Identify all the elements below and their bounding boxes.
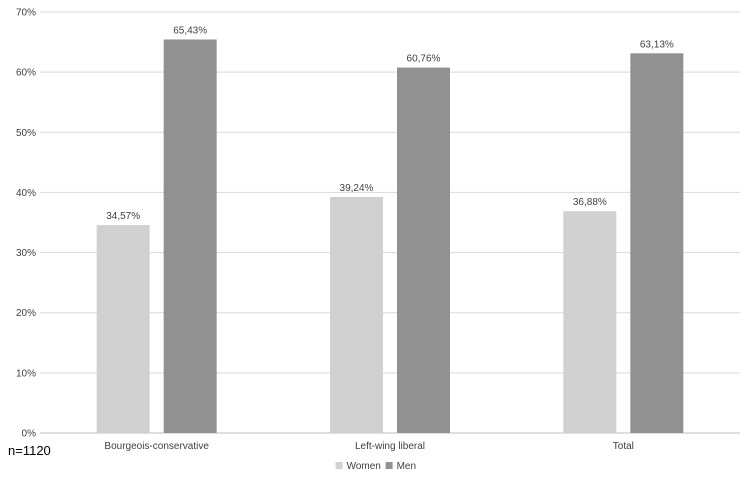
y-tick-label: 70%	[16, 8, 36, 19]
bar-men-2	[397, 67, 450, 434]
legend: Women Men	[335, 461, 416, 472]
bar-women-1	[96, 225, 150, 433]
y-tick-label: 0%	[22, 429, 37, 440]
legend-swatch-women	[335, 462, 343, 469]
bar-men-3	[630, 53, 684, 433]
data-labels: 34,57% 65,43% 39,24% 60,76% 36,88% 63,13%	[106, 25, 674, 222]
y-tick-label: 60%	[16, 68, 36, 79]
gridlines	[40, 11, 740, 434]
data-label: 65,43%	[173, 25, 207, 36]
y-axis: 0% 10% 20% 30% 40% 50% 60% 70%	[16, 8, 36, 440]
sample-size-note: n=1120	[8, 443, 51, 458]
data-label: 34,57%	[106, 211, 140, 222]
x-tick-label: Left-wing liberal	[355, 441, 425, 452]
x-tick-label: Bourgeois-conservative	[104, 441, 209, 452]
bar-men-1	[163, 39, 217, 433]
bar-women-3	[563, 211, 617, 433]
y-tick-label: 40%	[16, 188, 36, 199]
x-axis: Bourgeois-conservative Left-wing liberal T…	[104, 441, 633, 452]
x-tick-label: Total	[613, 441, 634, 452]
legend-label-women: Women	[347, 461, 381, 472]
data-label: 36,88%	[573, 197, 607, 208]
y-tick-label: 20%	[16, 308, 36, 319]
bars	[96, 39, 684, 434]
legend-label-men: Men	[397, 461, 416, 472]
data-label: 39,24%	[340, 183, 374, 194]
bar-women-2	[330, 196, 383, 433]
legend-swatch-men	[385, 462, 393, 469]
data-label: 63,13%	[640, 39, 674, 50]
data-label: 60,76%	[407, 54, 441, 65]
y-tick-label: 10%	[16, 368, 36, 379]
y-tick-label: 30%	[16, 248, 36, 259]
y-tick-label: 50%	[16, 128, 36, 139]
